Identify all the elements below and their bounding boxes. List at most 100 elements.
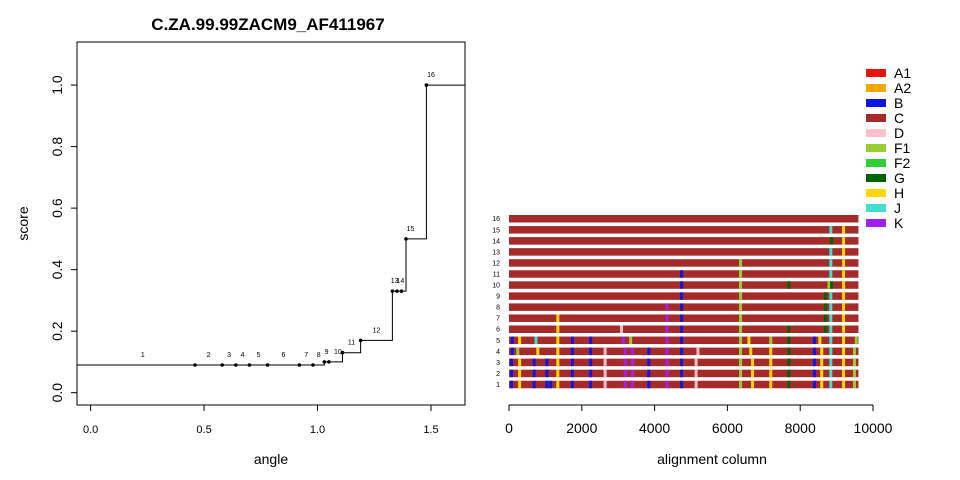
subtype-segment	[549, 380, 553, 389]
alignment-row-bar	[509, 226, 859, 234]
subtype-segment	[680, 336, 684, 345]
x-tick-label: 6000	[712, 420, 743, 436]
subtype-segment	[827, 281, 831, 289]
subtype-segment	[647, 358, 651, 367]
subtype-segment	[680, 292, 684, 300]
subtype-segment	[852, 358, 856, 367]
subtype-segment	[532, 380, 536, 389]
subtype-segment	[665, 347, 669, 356]
subtype-segment	[829, 347, 833, 356]
legend-label: G	[894, 170, 905, 186]
subtype-segment	[665, 380, 669, 389]
alignment-row-bar	[509, 336, 859, 345]
subtype-segment	[823, 314, 827, 322]
legend-swatch	[866, 99, 886, 107]
x-tick-label: 8000	[785, 420, 816, 436]
subtype-segment	[603, 358, 607, 367]
subtype-segment	[545, 358, 549, 367]
subtype-segment	[829, 248, 833, 256]
subtype-segment	[647, 347, 651, 356]
point-label: 2	[207, 352, 211, 359]
subtype-segment	[829, 358, 833, 367]
score-point	[265, 363, 270, 367]
subtype-segment	[680, 270, 684, 278]
subtype-segment	[829, 314, 833, 322]
subtype-segment	[747, 336, 751, 345]
subtype-segment	[680, 369, 684, 378]
row-label: 7	[496, 316, 500, 323]
legend-swatch	[866, 159, 886, 167]
alignment-row-bar	[509, 303, 859, 311]
row-label: 15	[492, 227, 500, 234]
point-label: 10	[334, 349, 342, 356]
subtype-segment	[556, 369, 560, 378]
subtype-segment	[510, 369, 514, 378]
subtype-segment	[510, 358, 514, 367]
subtype-segment	[665, 303, 669, 311]
subtype-segment	[751, 380, 755, 389]
subtype-segment	[621, 336, 625, 345]
subtype-segment	[739, 259, 743, 267]
point-label: 9	[325, 349, 329, 356]
subtype-segment	[556, 336, 560, 345]
subtype-segment	[589, 358, 593, 367]
row-label: 14	[492, 238, 500, 245]
subtype-segment	[818, 336, 822, 345]
subtype-segment	[570, 336, 574, 345]
x-tick-label: 1.5	[423, 424, 438, 436]
subtype-segment	[570, 369, 574, 378]
legend-swatch	[866, 204, 886, 212]
subtype-segment	[694, 369, 698, 378]
alignment-row-bar	[509, 358, 859, 367]
subtype-segment	[749, 347, 753, 356]
subtype-segment	[787, 369, 791, 378]
row-label: 13	[492, 249, 500, 256]
score-step-line	[77, 84, 465, 366]
subtype-segment	[680, 347, 684, 356]
subtype-segment	[680, 358, 684, 367]
row-label: 4	[496, 349, 500, 356]
y-tick-label: 1.0	[49, 75, 65, 95]
subtype-segment	[510, 336, 514, 345]
x-tick-label: 10000	[854, 420, 893, 436]
subtype-segment	[842, 292, 846, 300]
subtype-segment	[820, 347, 824, 356]
subtype-segment	[545, 369, 549, 378]
subtype-segment	[603, 347, 607, 356]
subtype-segment	[630, 380, 634, 389]
subtype-segment	[812, 336, 816, 345]
subtype-segment	[829, 380, 833, 389]
score-point	[424, 83, 429, 87]
subtype-segment	[570, 358, 574, 367]
y-tick-label: 0.4	[49, 260, 65, 280]
point-label: 8	[317, 352, 321, 359]
x-tick-label: 0.0	[83, 424, 98, 436]
subtype-segment	[739, 314, 743, 322]
alignment-row-bar	[509, 237, 859, 245]
legend-label: J	[894, 200, 901, 216]
score-point	[395, 289, 399, 293]
subtype-segment	[854, 336, 858, 345]
subtype-segment	[787, 347, 791, 356]
x-axis-label: alignment column	[657, 451, 767, 467]
alignment-row-bar	[509, 292, 859, 300]
subtype-segment	[516, 347, 520, 356]
row-label: 8	[496, 305, 500, 312]
subtype-segment	[556, 380, 560, 389]
subtype-segment	[739, 358, 743, 367]
legend-label: C	[894, 110, 904, 126]
subtype-segment	[739, 270, 743, 278]
subtype-segment	[787, 281, 791, 289]
subtype-segment	[787, 325, 791, 333]
x-tick-label: 0.5	[196, 424, 211, 436]
subtype-segment	[665, 369, 669, 378]
subtype-segment	[556, 347, 560, 356]
subtype-segment	[510, 347, 514, 356]
y-tick-label: 0.2	[49, 321, 65, 341]
subtype-segment	[623, 347, 627, 356]
subtype-segment	[842, 314, 846, 322]
legend-label: D	[894, 125, 904, 141]
alignment-row-bar	[509, 281, 859, 289]
subtype-segment	[820, 369, 824, 378]
